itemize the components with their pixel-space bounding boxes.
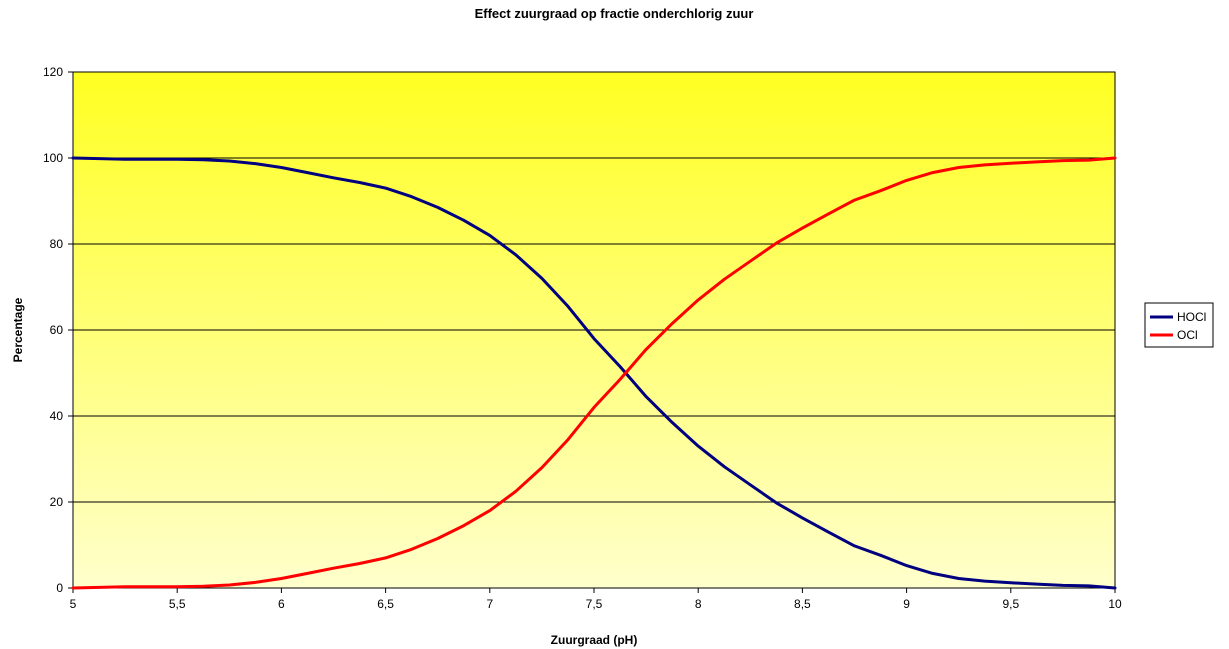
x-tick-label: 9,5	[1002, 597, 1019, 611]
x-tick-label: 10	[1108, 597, 1122, 611]
series-line-hocl	[71, 156, 1117, 590]
x-tick-label: 5	[70, 597, 77, 611]
legend-label-hocl: HOCl	[1177, 310, 1206, 324]
tick-labels: 0 20 40 60 80 100 120 5 5,5 6 6,5 7 7,5 8 8,5 9 9,5 10	[43, 65, 1122, 611]
y-tick-label: 100	[43, 151, 63, 165]
x-tick-label: 6	[278, 597, 285, 611]
grid-lines	[73, 157, 1115, 503]
y-tick-label: 60	[50, 323, 64, 337]
x-axis-label: Zuurgraad (pH)	[551, 633, 638, 647]
x-tick-label: 6,5	[377, 597, 394, 611]
y-tick-label: 80	[50, 237, 64, 251]
y-tick-label: 20	[50, 495, 64, 509]
x-tick-label: 7,5	[586, 597, 603, 611]
chart-title: Effect zuurgraad op fractie onderchlorig…	[475, 6, 754, 21]
series-lines	[71, 156, 1117, 590]
x-tick-label: 9	[903, 597, 910, 611]
y-tick-label: 40	[50, 409, 64, 423]
x-tick-label: 8,5	[794, 597, 811, 611]
legend-box	[1144, 302, 1214, 348]
x-tick-label: 7	[486, 597, 493, 611]
y-tick-label: 120	[43, 65, 63, 79]
legend-label-ocl: OCl	[1177, 328, 1198, 342]
series-line-ocl	[71, 156, 1117, 590]
x-tick-label: 8	[695, 597, 702, 611]
y-tick-label: 0	[56, 581, 63, 595]
legend: HOCl OCl	[1144, 302, 1214, 348]
y-axis-label: Percentage	[11, 297, 25, 362]
x-tick-label: 5,5	[169, 597, 186, 611]
